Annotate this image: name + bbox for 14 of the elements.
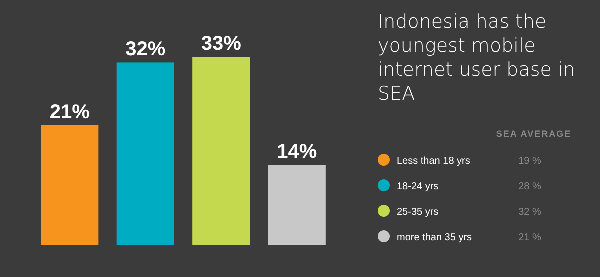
- data-label: 33%: [201, 33, 242, 55]
- text: 32 %: [518, 207, 542, 218]
- data-label: 32%: [126, 38, 166, 61]
- text: 19 %: [518, 156, 542, 167]
- legend-label: 18-24 yrs: [397, 182, 439, 192]
- text: SEA AVERAGE: [496, 129, 572, 139]
- legend-label: Less than 18 yrs: [397, 156, 470, 167]
- text: 21 %: [518, 232, 542, 244]
- data-label: 21%: [50, 101, 90, 124]
- legend-label: more than 35 yrs: [397, 232, 472, 244]
- text: 28 %: [518, 182, 542, 192]
- legend-label: 25-35 yrs: [397, 207, 439, 218]
- data-label: 14%: [277, 141, 318, 164]
- text: Indonesia has the youngest mobile internet user base in SEA: [378, 11, 576, 105]
